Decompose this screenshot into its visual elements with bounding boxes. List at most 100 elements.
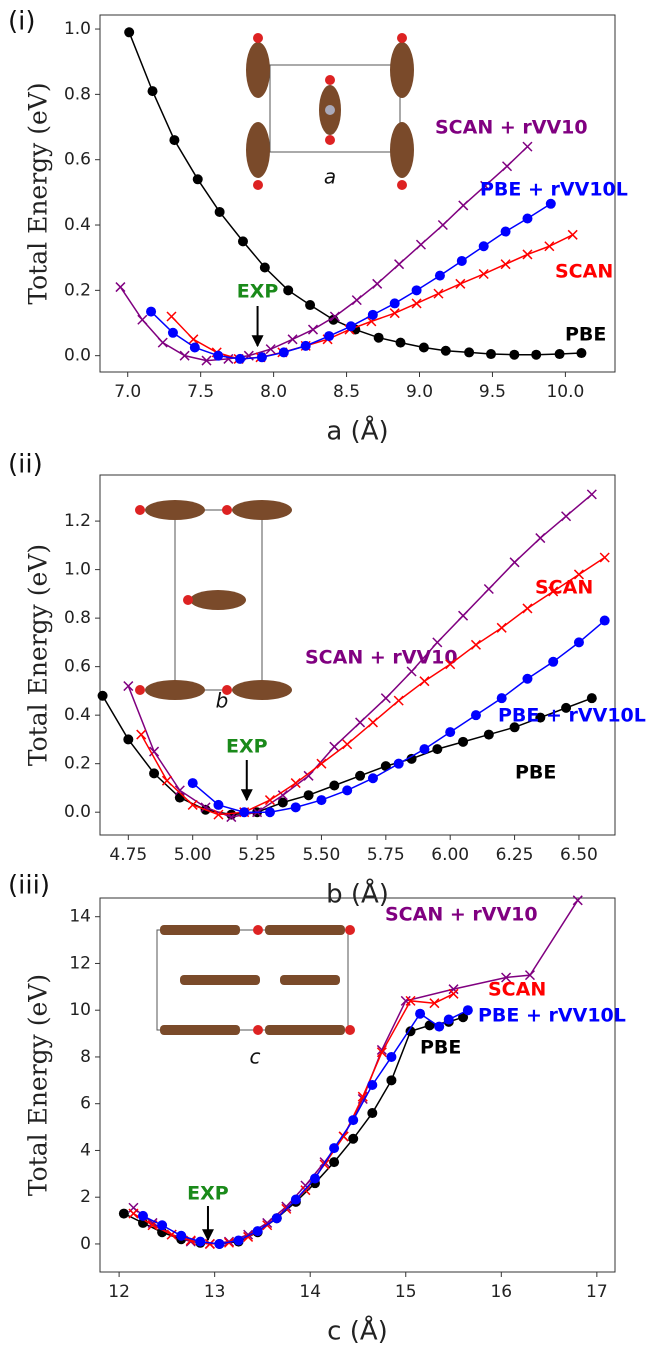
series-line xyxy=(151,204,551,359)
point xyxy=(301,341,311,351)
point xyxy=(555,349,565,359)
point xyxy=(444,1015,454,1025)
x-axis-label: a (Å) xyxy=(326,415,388,447)
point xyxy=(309,325,318,334)
series-label: PBE + rVV10L xyxy=(478,1005,626,1027)
point xyxy=(522,213,532,223)
x-tick-label: 8.5 xyxy=(333,382,360,402)
point xyxy=(316,795,326,805)
point xyxy=(348,1115,358,1125)
point xyxy=(124,27,134,37)
y-tick-label: 1.0 xyxy=(64,560,91,580)
series-label: PBE xyxy=(515,762,556,784)
point xyxy=(305,300,315,310)
x-tick-label: 9.5 xyxy=(479,382,506,402)
point xyxy=(367,1080,377,1090)
point xyxy=(395,260,404,269)
x-tick-label: 7.5 xyxy=(187,382,214,402)
point xyxy=(449,989,458,998)
x-tick-label: 6.25 xyxy=(496,845,534,865)
x-tick-label: 5.50 xyxy=(303,845,341,865)
point xyxy=(324,331,334,341)
y-tick-label: 4 xyxy=(80,1140,91,1160)
point xyxy=(116,283,125,292)
point xyxy=(587,693,597,703)
point xyxy=(503,162,512,171)
point xyxy=(193,174,203,184)
panel-label: (ii) xyxy=(8,450,43,480)
point xyxy=(168,328,178,338)
point xyxy=(214,1239,224,1249)
point xyxy=(213,351,223,361)
x-tick-label: 15 xyxy=(395,1282,417,1302)
point xyxy=(497,623,506,632)
point xyxy=(138,1211,148,1221)
point xyxy=(291,1195,301,1205)
y-tick-label: 0 xyxy=(80,1234,91,1254)
point xyxy=(576,348,586,358)
point xyxy=(412,285,422,295)
point xyxy=(386,1052,396,1062)
point xyxy=(573,896,582,905)
point xyxy=(260,262,270,272)
point xyxy=(501,260,510,269)
y-axis-label: Total Energy (eV) xyxy=(24,82,53,304)
point xyxy=(356,718,365,727)
point xyxy=(434,289,443,298)
point xyxy=(355,771,365,781)
x-tick-label: 7.0 xyxy=(114,382,141,402)
point xyxy=(129,1209,138,1218)
point xyxy=(463,1005,473,1015)
inset-structure-b xyxy=(135,500,292,700)
point xyxy=(479,241,489,251)
point xyxy=(123,734,133,744)
point xyxy=(435,271,445,281)
point xyxy=(373,279,382,288)
series-line xyxy=(171,235,572,359)
point xyxy=(238,236,248,246)
point xyxy=(396,338,406,348)
x-tick-label: 16 xyxy=(490,1282,512,1302)
point xyxy=(600,616,610,626)
point xyxy=(291,802,301,812)
point xyxy=(158,338,167,347)
point xyxy=(157,1220,167,1230)
point xyxy=(386,1075,396,1085)
point xyxy=(419,343,429,353)
point xyxy=(510,558,519,567)
point xyxy=(419,744,429,754)
point xyxy=(239,807,249,817)
x-tick-label: 5.25 xyxy=(238,845,276,865)
point xyxy=(226,810,236,820)
series-label: PBE xyxy=(565,324,606,346)
y-axis-label: Total Energy (eV) xyxy=(24,544,53,766)
point xyxy=(169,135,179,145)
point xyxy=(329,781,339,791)
series-label: SCAN + rVV10 xyxy=(385,904,538,926)
point xyxy=(457,256,467,266)
point xyxy=(434,1022,444,1032)
point xyxy=(456,279,465,288)
y-tick-label: 0.6 xyxy=(64,150,91,170)
x-tick-label: 6.00 xyxy=(431,845,469,865)
point xyxy=(479,270,488,279)
inset-label: c xyxy=(250,1045,261,1069)
point xyxy=(562,512,571,521)
point xyxy=(195,1237,205,1247)
point xyxy=(257,352,267,362)
inset-label: b xyxy=(216,689,229,713)
y-tick-label: 10 xyxy=(69,1000,91,1020)
point xyxy=(343,740,352,749)
annotation-text: EXP xyxy=(237,281,279,303)
point xyxy=(266,345,275,354)
point xyxy=(342,785,352,795)
point xyxy=(445,727,455,737)
y-tick-label: 0.2 xyxy=(64,754,91,774)
point xyxy=(471,710,481,720)
plot-frame xyxy=(100,898,615,1272)
point xyxy=(574,637,584,647)
point xyxy=(288,335,297,344)
point xyxy=(98,691,108,701)
point xyxy=(265,807,275,817)
figure: 0.00.20.40.60.81.07.07.58.08.59.09.510.0… xyxy=(0,0,664,1351)
